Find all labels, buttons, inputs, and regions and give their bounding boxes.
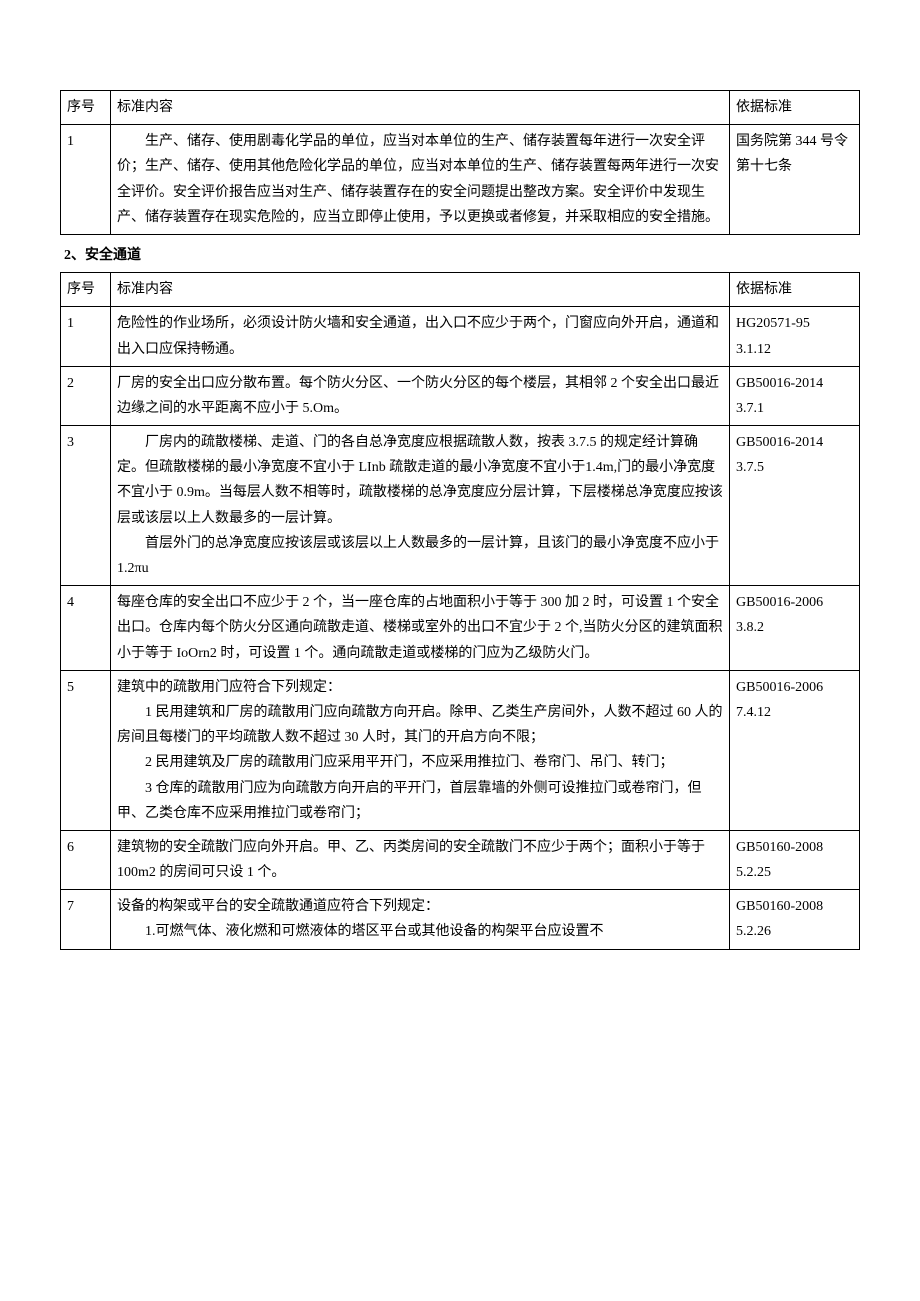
header-seq: 序号 bbox=[61, 91, 111, 125]
cell-content: 建筑物的安全疏散门应向外开启。甲、乙、丙类房间的安全疏散门不应少于两个；面积小于… bbox=[111, 830, 730, 889]
content-para: 生产、储存、使用剧毒化学品的单位，应当对本单位的生产、储存装置每年进行一次安全评… bbox=[117, 129, 723, 230]
table-row: 2 厂房的安全出口应分散布置。每个防火分区、一个防火分区的每个楼层，其相邻 2 … bbox=[61, 366, 860, 425]
cell-basis: 国务院第 344 号令 第十七条 bbox=[730, 125, 860, 235]
header-basis: 依据标准 bbox=[730, 273, 860, 307]
basis-line: GB50016-2014 bbox=[736, 371, 853, 396]
cell-basis: GB50160-2008 5.2.26 bbox=[730, 890, 860, 949]
cell-content: 生产、储存、使用剧毒化学品的单位，应当对本单位的生产、储存装置每年进行一次安全评… bbox=[111, 125, 730, 235]
cell-content: 危险性的作业场所，必须设计防火墙和安全通道，出入口不应少于两个，门窗应向外开启，… bbox=[111, 307, 730, 366]
cell-seq: 4 bbox=[61, 586, 111, 671]
basis-line: 5.2.26 bbox=[736, 919, 853, 944]
basis-line: GB50160-2008 bbox=[736, 894, 853, 919]
cell-basis: GB50016-2014 3.7.5 bbox=[730, 426, 860, 586]
cell-seq: 5 bbox=[61, 670, 111, 830]
content-para: 3 仓库的疏散用门应为向疏散方向开启的平开门，首层靠墙的外侧可设推拉门或卷帘门，… bbox=[117, 776, 723, 826]
basis-line: HG20571-95 bbox=[736, 311, 853, 336]
basis-line: 3.7.1 bbox=[736, 396, 853, 421]
basis-line: 5.2.25 bbox=[736, 860, 853, 885]
basis-line: GB50160-2008 bbox=[736, 835, 853, 860]
basis-line: GB50016-2014 bbox=[736, 430, 853, 455]
basis-line: 国务院第 344 号令 bbox=[736, 129, 853, 154]
basis-line: GB50016-2006 bbox=[736, 675, 853, 700]
table-row: 6 建筑物的安全疏散门应向外开启。甲、乙、丙类房间的安全疏散门不应少于两个；面积… bbox=[61, 830, 860, 889]
content-para: 建筑物的安全疏散门应向外开启。甲、乙、丙类房间的安全疏散门不应少于两个；面积小于… bbox=[117, 835, 723, 885]
cell-basis: GB50160-2008 5.2.25 bbox=[730, 830, 860, 889]
table-row: 1 危险性的作业场所，必须设计防火墙和安全通道，出入口不应少于两个，门窗应向外开… bbox=[61, 307, 860, 366]
content-para: 厂房内的疏散楼梯、走道、门的各自总净宽度应根据疏散人数，按表 3.7.5 的规定… bbox=[117, 430, 723, 531]
basis-line: 3.7.5 bbox=[736, 455, 853, 480]
cell-seq: 1 bbox=[61, 125, 111, 235]
content-para: 1 民用建筑和厂房的疏散用门应向疏散方向开启。除甲、乙类生产房间外，人数不超过 … bbox=[117, 700, 723, 750]
table-2: 序号 标准内容 依据标准 1 危险性的作业场所，必须设计防火墙和安全通道，出入口… bbox=[60, 272, 860, 950]
table-row: 7 设备的构架或平台的安全疏散通道应符合下列规定： 1.可燃气体、液化燃和可燃液… bbox=[61, 890, 860, 949]
table-row: 1 生产、储存、使用剧毒化学品的单位，应当对本单位的生产、储存装置每年进行一次安… bbox=[61, 125, 860, 235]
cell-seq: 3 bbox=[61, 426, 111, 586]
cell-basis: HG20571-95 3.1.12 bbox=[730, 307, 860, 366]
cell-seq: 1 bbox=[61, 307, 111, 366]
cell-content: 建筑中的疏散用门应符合下列规定： 1 民用建筑和厂房的疏散用门应向疏散方向开启。… bbox=[111, 670, 730, 830]
cell-seq: 6 bbox=[61, 830, 111, 889]
cell-basis: GB50016-2006 7.4.12 bbox=[730, 670, 860, 830]
header-content: 标准内容 bbox=[111, 273, 730, 307]
table-row: 3 厂房内的疏散楼梯、走道、门的各自总净宽度应根据疏散人数，按表 3.7.5 的… bbox=[61, 426, 860, 586]
table-header-row: 序号 标准内容 依据标准 bbox=[61, 273, 860, 307]
content-para: 2 民用建筑及厂房的疏散用门应采用平开门，不应采用推拉门、卷帘门、吊门、转门； bbox=[117, 750, 723, 775]
basis-line: 7.4.12 bbox=[736, 700, 853, 725]
table-row: 5 建筑中的疏散用门应符合下列规定： 1 民用建筑和厂房的疏散用门应向疏散方向开… bbox=[61, 670, 860, 830]
basis-line: GB50016-2006 bbox=[736, 590, 853, 615]
basis-line: 3.8.2 bbox=[736, 615, 853, 640]
cell-content: 厂房内的疏散楼梯、走道、门的各自总净宽度应根据疏散人数，按表 3.7.5 的规定… bbox=[111, 426, 730, 586]
section-title: 2、安全通道 bbox=[60, 243, 860, 268]
cell-basis: GB50016-2014 3.7.1 bbox=[730, 366, 860, 425]
content-para: 设备的构架或平台的安全疏散通道应符合下列规定： bbox=[117, 894, 723, 919]
cell-content: 厂房的安全出口应分散布置。每个防火分区、一个防火分区的每个楼层，其相邻 2 个安… bbox=[111, 366, 730, 425]
header-seq: 序号 bbox=[61, 273, 111, 307]
content-para: 首层外门的总净宽度应按该层或该层以上人数最多的一层计算，且该门的最小净宽度不应小… bbox=[117, 531, 723, 581]
header-content: 标准内容 bbox=[111, 91, 730, 125]
cell-seq: 2 bbox=[61, 366, 111, 425]
table-1: 序号 标准内容 依据标准 1 生产、储存、使用剧毒化学品的单位，应当对本单位的生… bbox=[60, 90, 860, 235]
content-para: 1.可燃气体、液化燃和可燃液体的塔区平台或其他设备的构架平台应设置不 bbox=[117, 919, 723, 944]
cell-basis: GB50016-2006 3.8.2 bbox=[730, 586, 860, 671]
content-para: 建筑中的疏散用门应符合下列规定： bbox=[117, 675, 723, 700]
content-para: 厂房的安全出口应分散布置。每个防火分区、一个防火分区的每个楼层，其相邻 2 个安… bbox=[117, 371, 723, 421]
table-row: 4 每座仓库的安全出口不应少于 2 个，当一座仓库的占地面积小于等于 300 加… bbox=[61, 586, 860, 671]
header-basis: 依据标准 bbox=[730, 91, 860, 125]
basis-line: 第十七条 bbox=[736, 154, 853, 179]
basis-line: 3.1.12 bbox=[736, 337, 853, 362]
content-para: 危险性的作业场所，必须设计防火墙和安全通道，出入口不应少于两个，门窗应向外开启，… bbox=[117, 311, 723, 361]
cell-content: 设备的构架或平台的安全疏散通道应符合下列规定： 1.可燃气体、液化燃和可燃液体的… bbox=[111, 890, 730, 949]
cell-content: 每座仓库的安全出口不应少于 2 个，当一座仓库的占地面积小于等于 300 加 2… bbox=[111, 586, 730, 671]
content-para: 每座仓库的安全出口不应少于 2 个，当一座仓库的占地面积小于等于 300 加 2… bbox=[117, 590, 723, 666]
cell-seq: 7 bbox=[61, 890, 111, 949]
table-header-row: 序号 标准内容 依据标准 bbox=[61, 91, 860, 125]
